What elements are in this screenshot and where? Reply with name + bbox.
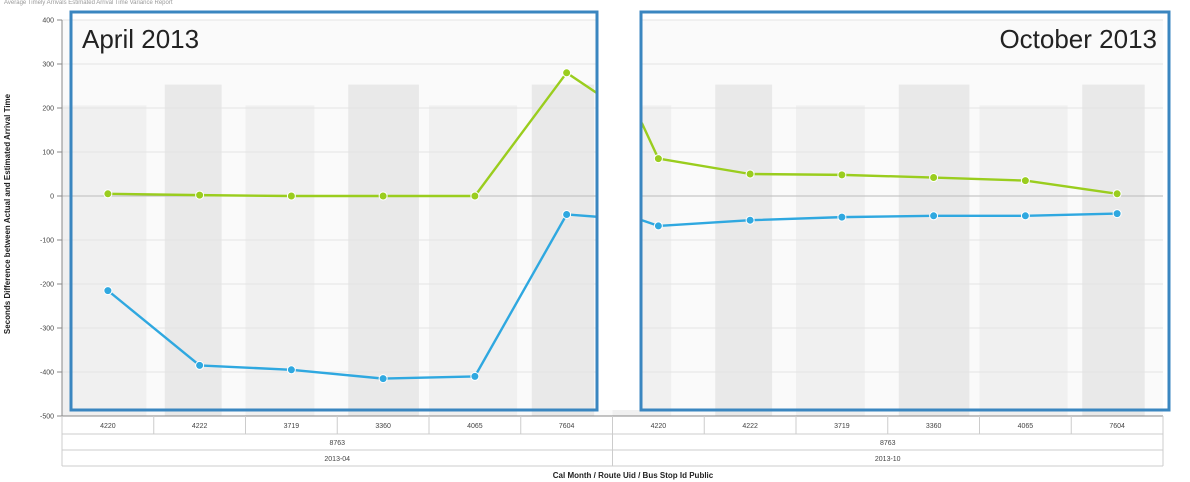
y-tick-label: 200	[42, 106, 54, 113]
group-label: 8763	[329, 440, 345, 447]
data-point[interactable]	[837, 170, 847, 180]
x-tick-label: 4222	[742, 423, 758, 430]
data-point[interactable]	[470, 371, 480, 381]
band-11	[1082, 84, 1145, 416]
data-point[interactable]	[103, 286, 113, 296]
data-point[interactable]	[195, 190, 205, 200]
panel-box-right	[639, 10, 1171, 412]
data-point[interactable]	[378, 191, 388, 201]
x-tick-label: 3719	[284, 423, 300, 430]
y-tick-label: 0	[50, 194, 54, 201]
x-tick-label: 3360	[375, 423, 391, 430]
data-point[interactable]	[562, 209, 572, 219]
group-label: 2013-10	[875, 456, 901, 463]
band-0	[62, 105, 147, 417]
data-point[interactable]	[929, 173, 939, 183]
data-point[interactable]	[1112, 189, 1122, 199]
data-point[interactable]	[195, 360, 205, 370]
x-tick-label: 7604	[1109, 423, 1125, 430]
y-tick-label: -400	[40, 370, 54, 377]
y-tick-label: -500	[40, 414, 54, 421]
data-point[interactable]	[653, 221, 663, 231]
group-label: 2013-04	[324, 456, 350, 463]
band-3	[348, 84, 419, 416]
group-label: 8763	[880, 440, 896, 447]
data-point[interactable]	[837, 212, 847, 222]
data-point[interactable]	[470, 191, 480, 201]
x-tick-label: 7604	[559, 423, 575, 430]
panel-box-left	[69, 10, 599, 412]
band-10	[979, 105, 1068, 417]
y-tick-label: -100	[40, 238, 54, 245]
panel-gap	[597, 12, 641, 410]
data-point[interactable]	[103, 189, 113, 199]
band-5	[531, 84, 595, 416]
data-point[interactable]	[653, 154, 663, 164]
data-point[interactable]	[562, 68, 572, 78]
data-point[interactable]	[1112, 209, 1122, 219]
x-tick-label: 4222	[192, 423, 208, 430]
x-axis: 4220 4222 3719 3360 4065 7604 4220 4222 3719 3360…	[61, 415, 1164, 467]
y-axis-title: Seconds Difference between Actual and Es…	[3, 93, 12, 334]
x-tick-label: 3360	[926, 423, 942, 430]
band-2	[245, 105, 315, 417]
data-point[interactable]	[745, 169, 755, 179]
page-title: Average Timely Arrivals Estimated Arriva…	[4, 0, 173, 6]
data-point[interactable]	[929, 211, 939, 221]
annotations	[69, 10, 1171, 412]
x-tick-label: 4220	[100, 423, 116, 430]
panel-label-left: April 2013	[82, 24, 199, 54]
y-tick-label: -200	[40, 282, 54, 289]
x-tick-label: 3719	[834, 423, 850, 430]
band-8	[796, 105, 865, 417]
y-tick-label: -300	[40, 326, 54, 333]
x-tick-label: 4220	[651, 423, 667, 430]
x-tick-label: 4065	[467, 423, 483, 430]
x-tick-label: 4065	[1018, 423, 1034, 430]
data-point[interactable]	[1020, 176, 1030, 186]
band-7	[715, 84, 773, 416]
data-point[interactable]	[286, 191, 296, 201]
band-9	[898, 84, 970, 416]
y-tick-label: 400	[42, 18, 54, 25]
data-point[interactable]	[1020, 211, 1030, 221]
data-point[interactable]	[745, 215, 755, 225]
data-point[interactable]	[286, 365, 296, 375]
panel-label-right: October 2013	[999, 24, 1157, 54]
y-axis: 400 300 200 100 0 -100 -200 -300 -400 -500	[40, 18, 63, 421]
y-tick-label: 100	[42, 150, 54, 157]
y-tick-label: 300	[42, 62, 54, 69]
data-point[interactable]	[378, 374, 388, 384]
x-axis-title: Cal Month / Route Uid / Bus Stop Id Publ…	[553, 471, 714, 480]
